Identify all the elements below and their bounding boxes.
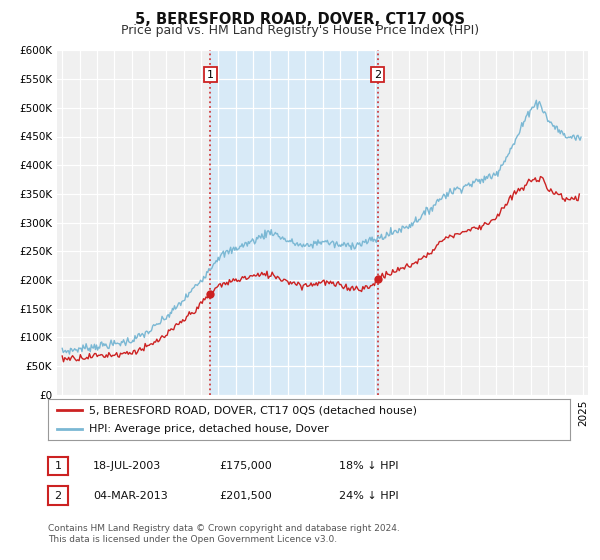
- Text: £175,000: £175,000: [219, 461, 272, 471]
- Text: 18-JUL-2003: 18-JUL-2003: [93, 461, 161, 471]
- Text: £201,500: £201,500: [219, 491, 272, 501]
- Text: 5, BERESFORD ROAD, DOVER, CT17 0QS: 5, BERESFORD ROAD, DOVER, CT17 0QS: [135, 12, 465, 27]
- Text: Contains HM Land Registry data © Crown copyright and database right 2024.: Contains HM Land Registry data © Crown c…: [48, 524, 400, 533]
- Text: 24% ↓ HPI: 24% ↓ HPI: [339, 491, 398, 501]
- Text: 1: 1: [207, 69, 214, 80]
- Bar: [211, 50, 377, 395]
- Text: 5, BERESFORD ROAD, DOVER, CT17 0QS (detached house): 5, BERESFORD ROAD, DOVER, CT17 0QS (deta…: [89, 405, 417, 415]
- Text: 1: 1: [55, 461, 61, 471]
- Text: HPI: Average price, detached house, Dover: HPI: Average price, detached house, Dove…: [89, 424, 328, 433]
- Text: 2: 2: [374, 69, 381, 80]
- Text: Price paid vs. HM Land Registry's House Price Index (HPI): Price paid vs. HM Land Registry's House …: [121, 24, 479, 38]
- Text: 2: 2: [55, 491, 61, 501]
- Text: 04-MAR-2013: 04-MAR-2013: [93, 491, 168, 501]
- Text: This data is licensed under the Open Government Licence v3.0.: This data is licensed under the Open Gov…: [48, 535, 337, 544]
- Text: 18% ↓ HPI: 18% ↓ HPI: [339, 461, 398, 471]
